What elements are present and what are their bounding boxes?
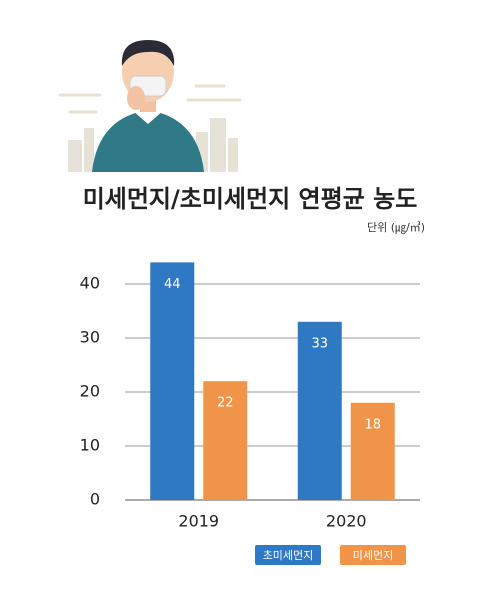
legend-label: 초미세먼지 — [263, 549, 314, 562]
legend-label: 미세먼지 — [353, 549, 393, 562]
illustration — [58, 40, 242, 172]
collar — [132, 110, 164, 124]
y-tick-label: 20 — [80, 382, 100, 401]
data-label: 44 — [164, 277, 181, 292]
legend-swatch — [255, 545, 321, 565]
y-tick-label: 0 — [90, 490, 100, 509]
bar — [350, 402, 395, 500]
hand — [127, 86, 145, 110]
chart-title: 미세먼지/초미세먼지 연평균 농도 — [83, 185, 418, 213]
bar — [297, 321, 342, 500]
data-label: 18 — [364, 417, 381, 432]
data-label: 33 — [311, 336, 328, 351]
data-label: 22 — [217, 396, 234, 411]
x-tick-label: 2020 — [326, 512, 367, 531]
unit-label: 단위 (㎍/㎥) — [367, 221, 425, 234]
y-tick-label: 10 — [80, 436, 100, 455]
dust-lines — [58, 84, 242, 114]
y-tick-label: 30 — [80, 328, 100, 347]
bar — [150, 262, 195, 500]
body — [92, 110, 204, 172]
bar — [203, 381, 248, 500]
x-tick-label: 2019 — [178, 512, 219, 531]
legend-swatch — [340, 545, 406, 565]
plot: 0 10 20 30 40 2019 44 22 2020 33 18 초미세먼지 미세먼지 — [80, 262, 420, 565]
y-tick-label: 40 — [80, 274, 100, 293]
hair — [121, 40, 175, 66]
